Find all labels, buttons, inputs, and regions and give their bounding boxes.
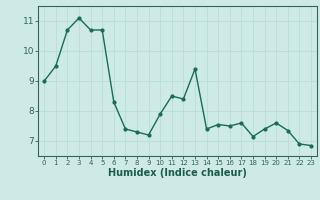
X-axis label: Humidex (Indice chaleur): Humidex (Indice chaleur) (108, 168, 247, 178)
